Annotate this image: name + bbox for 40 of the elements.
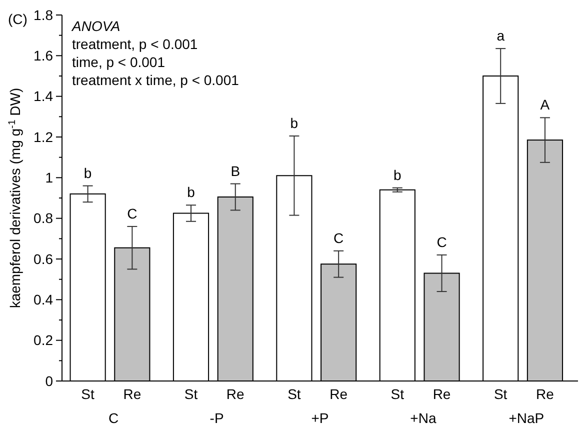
x-tick-label: +NaP [508,410,544,426]
chart-title: (C) [8,11,28,27]
data-label: b [394,166,402,183]
x-tick-label: C [108,410,119,426]
data-label: C [334,230,344,246]
text: St [390,386,404,402]
data-label: C [436,234,447,250]
series-label: Re [123,386,142,402]
text: St [288,386,301,402]
y-tick-label: 0.6 [34,250,54,267]
x-tick-label: +P [311,410,329,426]
text: St [184,386,198,402]
text: Re [330,386,348,402]
annotation: treatment, p < 0.001 [72,36,198,52]
data-label: A [540,96,550,113]
text: Re [536,386,554,402]
data-label: a [496,28,505,44]
text: Re [432,386,451,402]
annotation: time, p < 0.001 [72,54,166,70]
annotation: ANOVA [71,18,120,34]
series-label: St [81,386,95,402]
y-tick-label: 1.8 [34,6,54,23]
y-tick-label: 1.2 [34,128,54,145]
y-tick-label: 1 [45,170,54,186]
y-tick-label: 0.4 [34,292,54,308]
data-label: B [230,162,240,179]
y-tick-label: 0.2 [34,332,54,348]
data-label: b [187,184,196,200]
text: Re [226,386,244,402]
y-tick-label: 1.4 [34,88,54,104]
y-tick-label: 1.6 [34,48,54,64]
annotation: treatment x time, p < 0.001 [72,72,240,88]
y-tick-label: 0.8 [34,210,54,226]
data-label: C [127,205,138,222]
x-tick-label: +Na [410,410,436,426]
y-tick-label: 0 [45,372,54,389]
text: St [494,386,508,402]
x-tick-label: -P [210,410,224,426]
data-label: b [84,164,92,181]
data-label: b [290,114,298,131]
